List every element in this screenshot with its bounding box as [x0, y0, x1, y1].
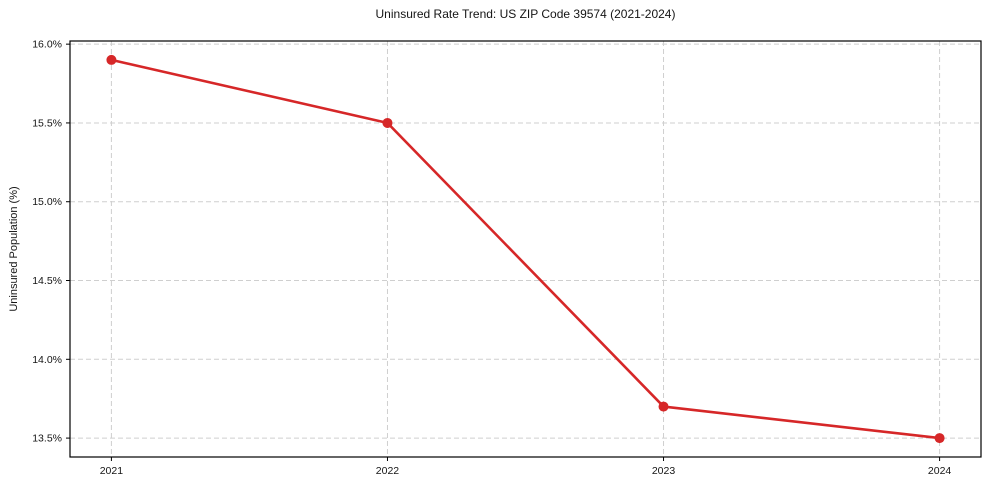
x-tick-label: 2022 [376, 465, 400, 477]
data-point-marker [658, 401, 669, 412]
y-tick-label: 14.5% [32, 275, 62, 287]
x-tick-label: 2021 [100, 465, 124, 477]
data-point-marker [934, 433, 945, 444]
y-tick-label: 15.0% [32, 196, 62, 208]
x-tick-label: 2023 [652, 465, 676, 477]
data-point-marker [106, 54, 117, 65]
trend-line [110, 58, 941, 440]
plot-border [69, 40, 982, 458]
x-tick-label: 2024 [928, 465, 952, 477]
y-tick-label: 13.5% [32, 433, 62, 445]
data-point-marker [382, 117, 393, 128]
y-tick-label: 14.0% [32, 354, 62, 366]
chart-title: Uninsured Rate Trend: US ZIP Code 39574 … [375, 7, 676, 21]
y-tick-label: 16.0% [32, 39, 62, 51]
y-tick-label: 15.5% [32, 117, 62, 129]
